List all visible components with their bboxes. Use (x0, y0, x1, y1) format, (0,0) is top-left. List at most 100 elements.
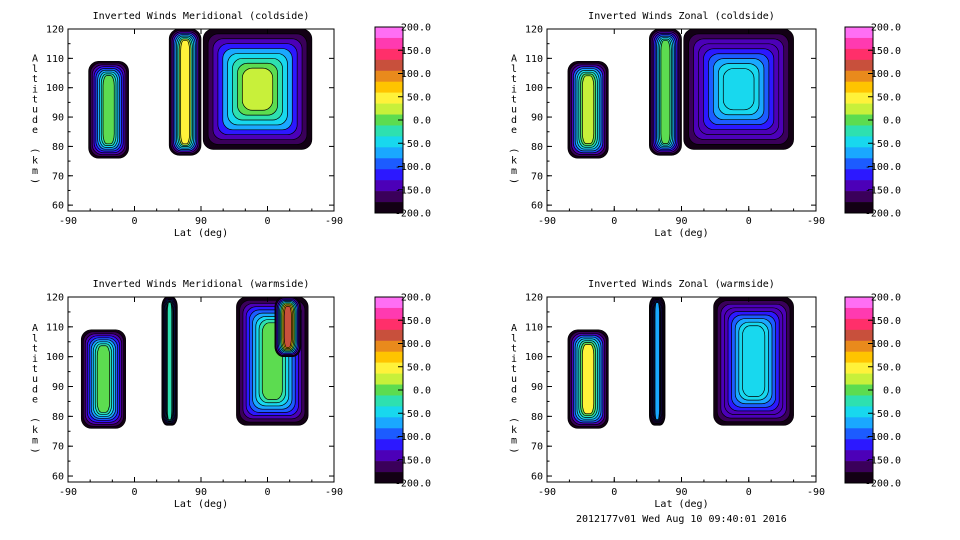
y-tick-label: 110 (46, 322, 64, 333)
y-axis-label-char: ) (29, 448, 40, 454)
colorbar-tick-label: -150.0 (865, 185, 901, 196)
y-axis-label-char: l (511, 64, 517, 75)
data-region-2-2-level-9 (660, 40, 671, 145)
colorbar-tick-label: -50.0 (871, 139, 901, 150)
colorbar-tick-label: 50.0 (407, 362, 431, 373)
y-axis-label-char: k (511, 425, 517, 436)
colorbar-segment (845, 384, 873, 396)
colorbar-segment (375, 169, 403, 181)
data-region-4-1-level-9 (582, 343, 595, 415)
y-axis-label-char: m (32, 166, 38, 177)
colorbar-segment (375, 461, 403, 473)
y-tick-label: 70 (52, 442, 64, 453)
colorbar-tick-label: 0.0 (883, 116, 901, 127)
colorbar-segment (845, 351, 873, 363)
chart-title: Inverted Winds Zonal (coldside) (588, 11, 775, 22)
colorbar-segment (845, 329, 873, 342)
y-tick-label: 100 (525, 352, 543, 363)
y-axis-label-char: d (511, 115, 517, 126)
y-tick-label: 120 (525, 25, 543, 36)
colorbar-segment (375, 48, 403, 61)
colorbar-tick-label: 150.0 (401, 46, 431, 57)
y-axis-label-char: t (32, 344, 38, 355)
chart-title: Inverted Winds Meridional (warmside) (93, 279, 310, 290)
colorbar-tick-label: 150.0 (871, 316, 901, 327)
y-axis-label-char: ( (29, 147, 40, 153)
colorbar-segment (845, 169, 873, 181)
colorbar-segment (375, 27, 403, 39)
colorbar-segment (375, 191, 403, 203)
colorbar-segment (845, 417, 873, 429)
y-axis-label-char: i (32, 354, 38, 365)
y-axis-label-char: e (511, 125, 517, 136)
colorbar-tick-label: -100.0 (865, 432, 901, 443)
x-tick-label: -90 (538, 216, 556, 227)
colorbar-tick-label: -50.0 (401, 409, 431, 420)
data-region-3-1-level-9 (96, 345, 111, 413)
x-axis-label: Lat (deg) (174, 228, 228, 239)
colorbar-segment (375, 202, 403, 214)
colorbar-segment (845, 48, 873, 61)
colorbar-segment (845, 27, 873, 39)
data-region-1-3-level-9 (241, 67, 274, 111)
y-axis-label-char: ( (508, 147, 519, 153)
y-axis-label-char: e (32, 125, 38, 136)
y-tick-label: 110 (46, 54, 64, 65)
colorbar-segment (375, 92, 403, 104)
y-axis-label-char: ) (29, 178, 40, 184)
y-axis-label-char: e (32, 395, 38, 406)
colorbar-tick-label: -150.0 (395, 455, 431, 466)
colorbar: 200.0 150.0 100.0 50.0 0.0 -50.0 -100.0 -150.0 -… (844, 293, 901, 490)
x-tick-label: -90 (807, 216, 825, 227)
colorbar-tick-label: 0.0 (413, 386, 431, 397)
colorbar-tick-label: -50.0 (871, 409, 901, 420)
colorbar-segment (375, 351, 403, 363)
colorbar-segment (375, 37, 403, 50)
colorbar-segment (845, 114, 873, 126)
y-axis-label-char: u (511, 105, 517, 116)
y-axis-label-char: k (32, 156, 38, 167)
y-axis-label-char: u (32, 105, 38, 116)
y-tick-label: 100 (46, 83, 64, 94)
y-axis-label-char: l (32, 333, 38, 344)
y-axis-label-char: i (511, 84, 517, 95)
colorbar: 200.0 150.0 100.0 50.0 0.0 -50.0 -100.0 -150.0 -… (374, 293, 431, 490)
colorbar-segment (375, 373, 403, 385)
data-region-3-2-level-9 (167, 302, 173, 421)
colorbar-segment (845, 406, 873, 418)
x-tick-label: 90 (675, 487, 687, 498)
colorbar-segment (845, 81, 873, 93)
x-axis-label: Lat (deg) (654, 499, 708, 510)
y-axis-label-char: t (511, 364, 517, 375)
colorbar-segment (375, 450, 403, 462)
colorbar-segment (845, 180, 873, 192)
x-tick-label: 0 (746, 216, 752, 227)
y-tick-label: 110 (525, 322, 543, 333)
y-axis-label-char: d (32, 115, 38, 126)
colorbar-segment (845, 92, 873, 104)
colorbar-tick-label: -200.0 (395, 479, 431, 490)
colorbar-segment (845, 147, 873, 159)
colorbar-segment (375, 472, 403, 484)
x-tick-label: 0 (611, 487, 617, 498)
x-tick-label: -90 (59, 216, 77, 227)
y-tick-label: 70 (531, 442, 543, 453)
x-tick-label: 0 (264, 216, 270, 227)
colorbar-segment (375, 395, 403, 407)
colorbar-segment (845, 362, 873, 374)
colorbar-tick-label: 100.0 (401, 339, 431, 350)
y-axis-label-char: A (32, 54, 38, 65)
x-tick-label: -90 (325, 216, 343, 227)
colorbar-segment (375, 428, 403, 440)
y-tick-label: 100 (525, 83, 543, 94)
colorbar-tick-label: 150.0 (871, 46, 901, 57)
y-axis-label-char: u (32, 374, 38, 385)
y-axis-label-char: A (511, 54, 517, 65)
colorbar-segment (375, 329, 403, 342)
y-tick-label: 100 (46, 352, 64, 363)
data-region-3-4-level-9 (283, 305, 292, 348)
x-tick-label: 0 (264, 487, 270, 498)
data-region-4-2-level-9 (654, 302, 660, 421)
colorbar-tick-label: -150.0 (395, 185, 431, 196)
